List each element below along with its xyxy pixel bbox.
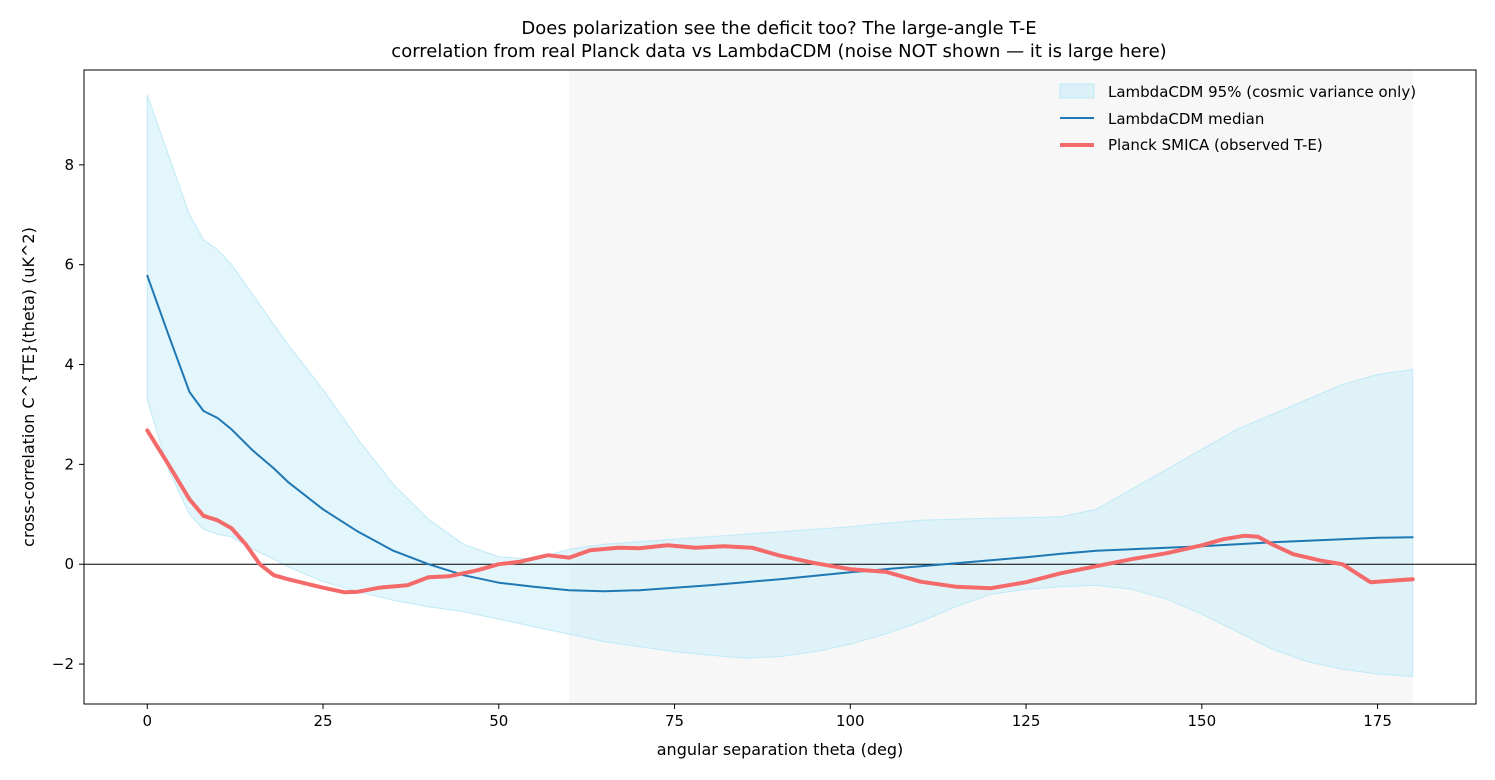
x-tick-label: 50: [489, 712, 508, 730]
planck-line: [145, 428, 1415, 595]
legend: LambdaCDM 95% (cosmic variance only) Lam…: [1059, 83, 1416, 154]
x-tick-label: 150: [1187, 712, 1216, 730]
x-axis-ticks: 0 25 50 75 100 125 150 175: [142, 704, 1392, 730]
x-tick-label: 75: [665, 712, 684, 730]
y-axis-label: cross-correlation C^{TE}(theta) (uK^2): [19, 227, 38, 547]
y-axis-ticks: −2 0 2 4 6 8: [52, 156, 84, 673]
y-tick-label: 0: [64, 555, 74, 573]
x-tick-label: 0: [142, 712, 152, 730]
y-tick-label: −2: [52, 655, 74, 673]
y-tick-label: 8: [64, 156, 74, 174]
chart-title-line-1: Does polarization see the deficit too? T…: [521, 18, 1036, 39]
shaded-region: [569, 70, 1413, 704]
x-tick-label: 175: [1363, 712, 1392, 730]
chart-title: Does polarization see the deficit too? T…: [391, 18, 1166, 62]
x-tick-label: 25: [313, 712, 332, 730]
legend-median-label: LambdaCDM median: [1108, 110, 1264, 128]
x-tick-label: 125: [1012, 712, 1041, 730]
plot-area: [83, 69, 1477, 705]
band-95: [146, 94, 1414, 678]
x-tick-label: 100: [836, 712, 865, 730]
legend-band-swatch: [1059, 83, 1095, 99]
median-line: [146, 274, 1414, 593]
y-tick-label: 2: [64, 455, 74, 473]
x-axis-label: angular separation theta (deg): [657, 740, 903, 759]
y-tick-label: 6: [64, 256, 74, 274]
legend-band-label: LambdaCDM 95% (cosmic variance only): [1108, 83, 1416, 101]
legend-planck-label: Planck SMICA (observed T-E): [1108, 136, 1323, 154]
plot-frame: [83, 69, 1477, 705]
y-tick-label: 4: [64, 356, 74, 374]
chart-title-line-2: correlation from real Planck data vs Lam…: [391, 41, 1166, 62]
